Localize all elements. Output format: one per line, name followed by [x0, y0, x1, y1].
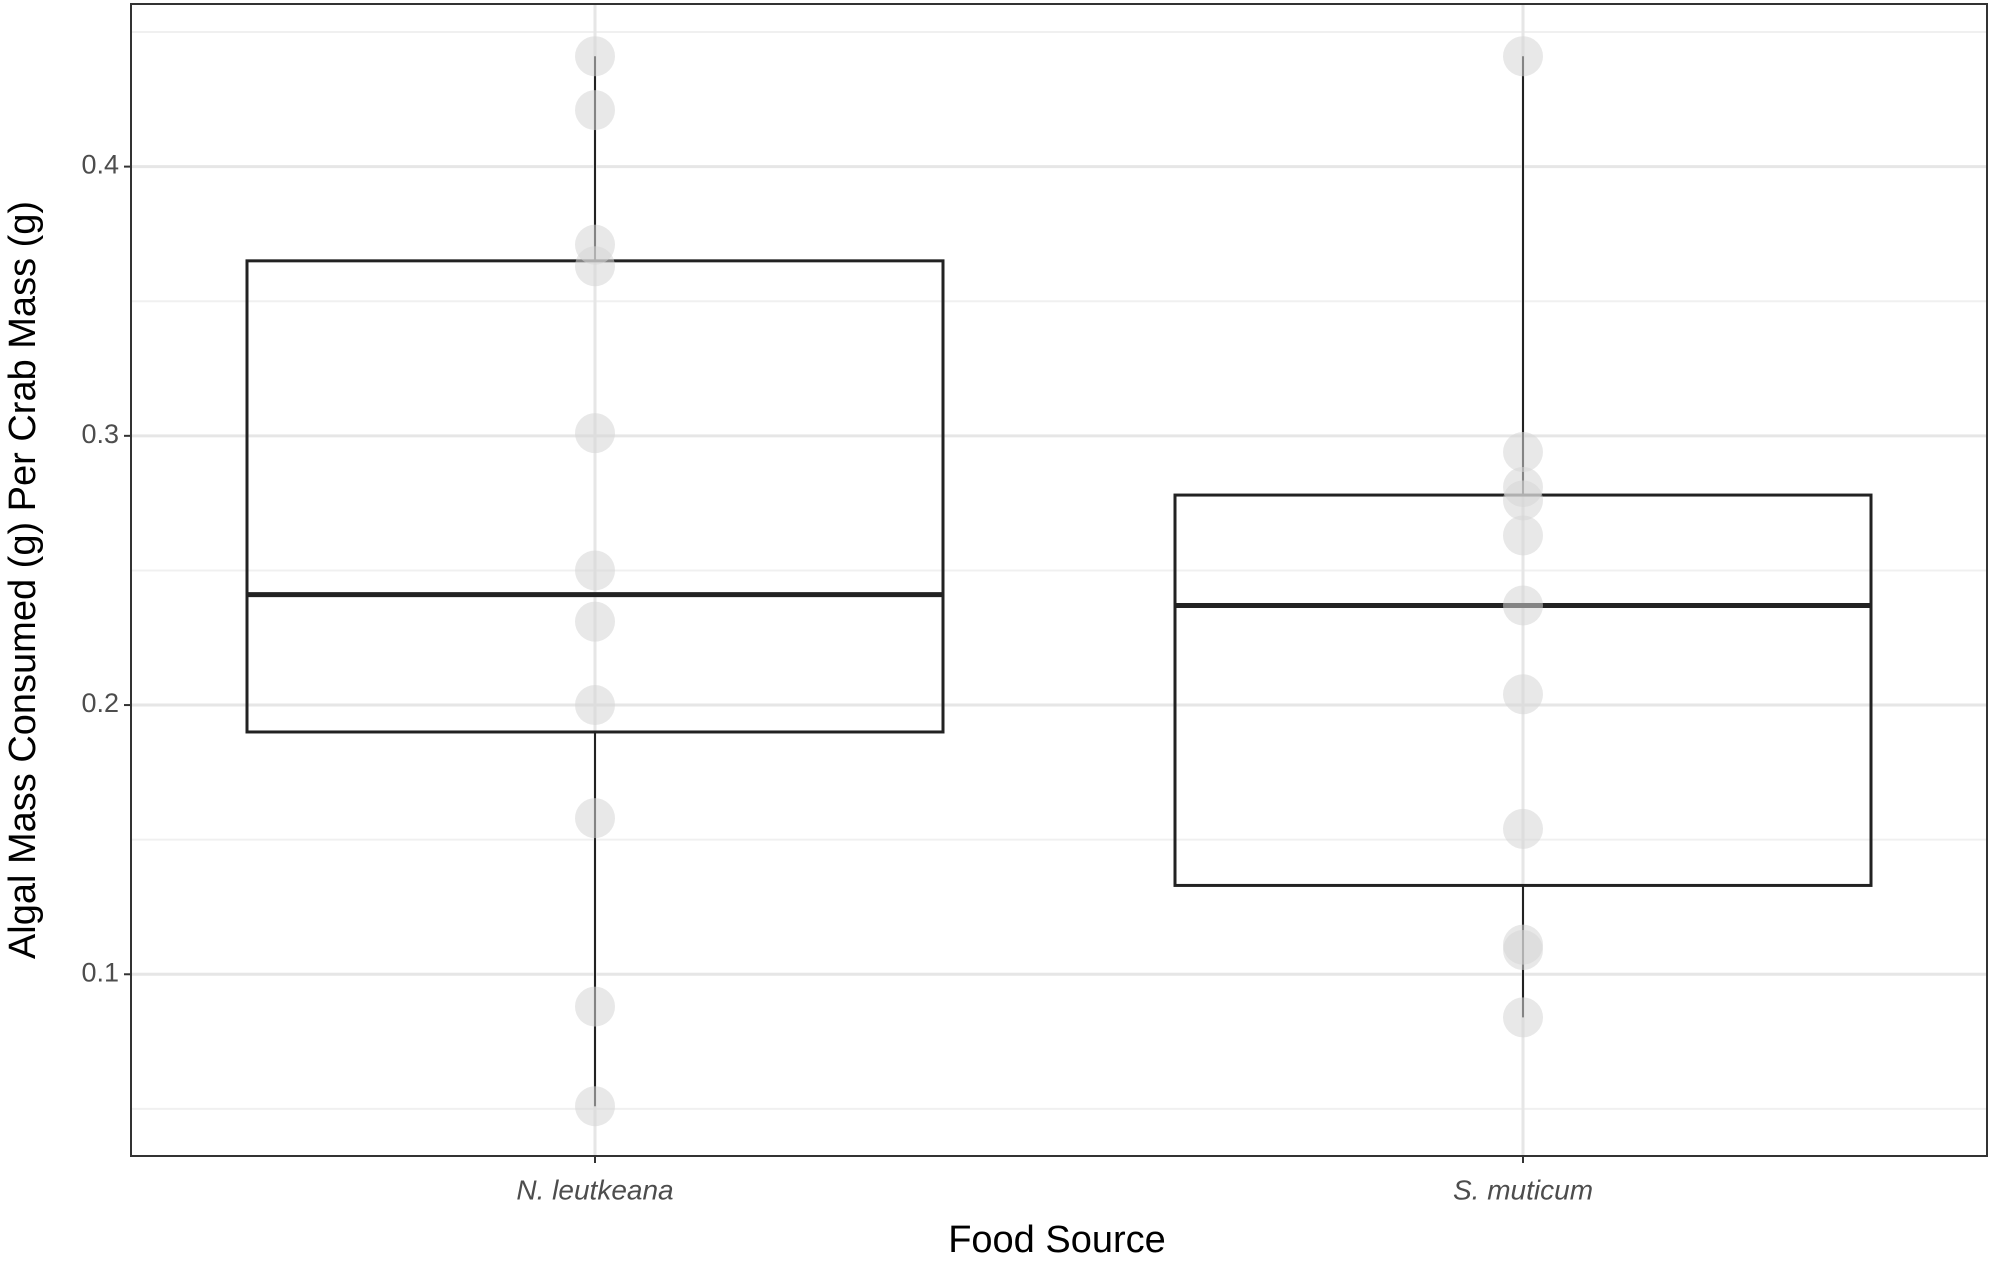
data-point	[1503, 930, 1543, 971]
data-point	[1503, 515, 1543, 556]
y-tick-label: 0.3	[81, 419, 119, 449]
y-tick-label: 0.2	[81, 688, 119, 718]
data-point	[1503, 997, 1543, 1038]
data-point	[1503, 36, 1543, 77]
y-tick-label: 0.4	[81, 150, 119, 180]
y-tick-label: 0.1	[81, 957, 119, 987]
data-point	[1503, 431, 1543, 472]
x-tick-label: N. leutkeana	[516, 1174, 673, 1205]
data-point	[575, 413, 615, 454]
panel-background	[131, 4, 1987, 1156]
data-point	[575, 550, 615, 591]
data-point	[575, 685, 615, 726]
data-point	[1503, 480, 1543, 521]
x-tick-label: S. muticum	[1453, 1174, 1593, 1205]
data-point	[575, 601, 615, 642]
panel-border	[130, 3, 1988, 1157]
data-point	[1503, 808, 1543, 849]
data-point	[575, 1086, 615, 1127]
y-axis-title: Algal Mass Consumed (g) Per Crab Mass (g…	[2, 201, 44, 959]
data-point	[575, 798, 615, 839]
data-point	[575, 36, 615, 77]
x-axis-title: Food Source	[948, 1219, 1166, 1261]
data-point	[575, 246, 615, 287]
data-point	[575, 986, 615, 1027]
data-point	[1503, 585, 1543, 626]
data-point	[1503, 674, 1543, 715]
data-point	[575, 90, 615, 131]
